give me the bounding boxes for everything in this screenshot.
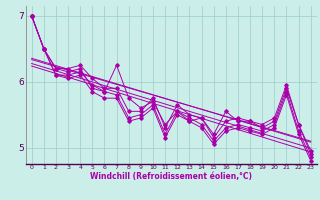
X-axis label: Windchill (Refroidissement éolien,°C): Windchill (Refroidissement éolien,°C)	[90, 172, 252, 181]
